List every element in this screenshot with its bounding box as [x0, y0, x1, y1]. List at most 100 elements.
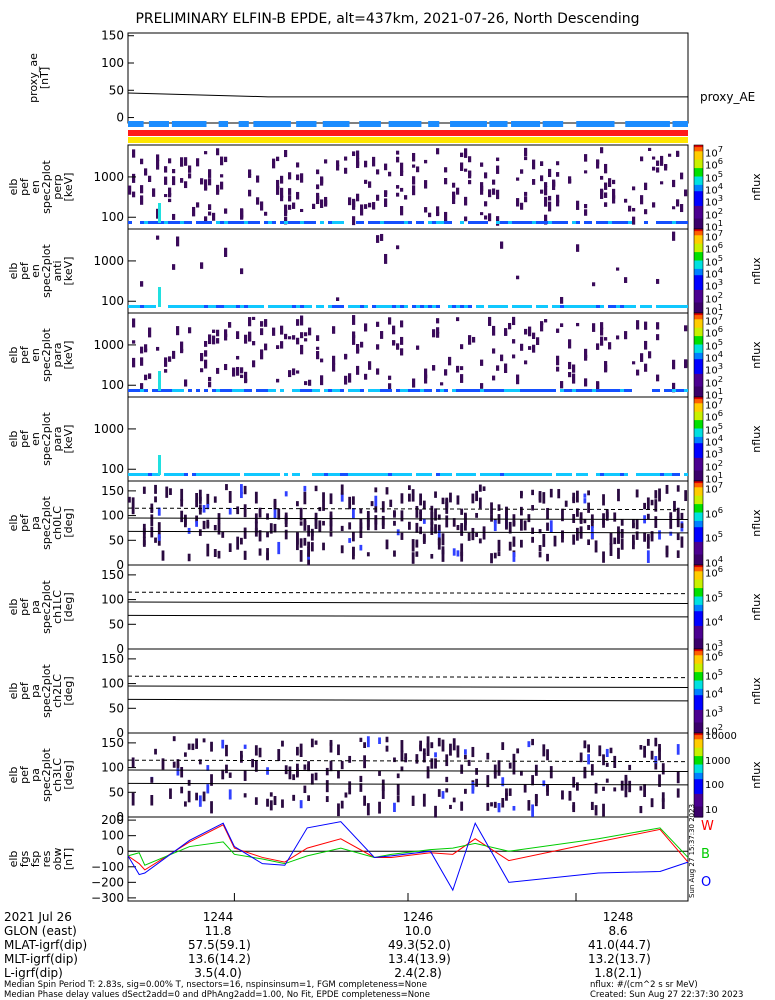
- panels-layer: proxy_ae[nT]elbpefenspec2plotperp[keV]el…: [7, 29, 763, 905]
- ylabel-line: pef: [18, 513, 31, 532]
- ylabel-line: [keV]: [62, 341, 75, 370]
- colorbar-tick-label: 107: [705, 396, 723, 409]
- ylabel-line: en: [29, 348, 42, 362]
- ylabel-line: [keV]: [62, 173, 75, 202]
- bottom-table-value: 13.4(13.9): [388, 952, 451, 966]
- orbit-flag-bar: [128, 130, 688, 136]
- ylabel-line: [deg]: [62, 592, 75, 621]
- ytick-label: −200: [91, 875, 124, 889]
- data-coverage-bar: [171, 121, 207, 127]
- proxy-ae-line: [127, 92, 688, 98]
- ylabel-line: spec2plot: [40, 580, 53, 634]
- bottom-table-value: 2.4(2.8): [394, 966, 442, 980]
- colorbar-tick-label: 106: [705, 505, 723, 518]
- pitch-angle-pixels: [128, 484, 688, 566]
- footer-units: nflux: #/(cm^2 s sr MeV): [590, 980, 698, 990]
- ylabel-line: para: [51, 427, 64, 452]
- spectrogram-pixels: [128, 231, 688, 308]
- ylabel-line: ch0LC: [51, 506, 64, 540]
- colorbar-label: nflux: [750, 761, 763, 789]
- loss-cone-dashed: [127, 759, 689, 763]
- bottom-table-value: 49.3(52.0): [388, 938, 451, 952]
- data-coverage-bar: [388, 121, 422, 127]
- ylabel-line: pef: [18, 597, 31, 616]
- mlt-label: MLT-igrf(dip): [4, 952, 78, 966]
- data-coverage-bar: [148, 121, 169, 127]
- spectrogram-pixels: [128, 147, 688, 226]
- anti-loss-cone-line: [127, 698, 689, 702]
- ytick-label: 1000: [93, 422, 124, 436]
- ylabel-line: en: [29, 432, 42, 446]
- ylabel-line: elb: [7, 515, 20, 532]
- ylabel-line: spec2plot: [40, 496, 53, 550]
- data-coverage-bar: [511, 121, 541, 127]
- loss-cone-line: [127, 685, 689, 689]
- colorbar-tick-label: 102: [705, 722, 723, 735]
- loss-cone-dashed: [127, 591, 689, 595]
- colorbar-tick-label: 105: [705, 589, 723, 602]
- colorbar-tick-label: 107: [705, 144, 723, 157]
- ylabel-line: pa: [29, 768, 42, 782]
- ylabel-line: obw: [51, 848, 64, 871]
- footer-created: Created: Sun Aug 27 22:37:30 2023: [590, 990, 744, 1000]
- ylabel-line: elb: [7, 347, 20, 364]
- footer-phase-info: Median Phase delay values dSect2add=0 an…: [4, 990, 430, 1000]
- loss-cone-line: [127, 517, 689, 521]
- page-title: PRELIMINARY ELFIN-B EPDE, alt=437km, 202…: [135, 11, 640, 27]
- loss-cone-dashed: [127, 675, 689, 679]
- ylabel-line: ch1LC: [51, 590, 64, 624]
- ylabel-line: spec2plot: [40, 412, 53, 466]
- data-coverage-bar: [253, 121, 291, 127]
- colorbar-tick-label: 104: [705, 613, 723, 626]
- colorbar: 107 106 105 104 nflux: [693, 480, 763, 567]
- fgm-series-W: [127, 824, 689, 871]
- panel-frame: [127, 32, 689, 124]
- colorbar-tick-label: 10: [705, 805, 718, 816]
- spectrogram-pixels: [128, 315, 688, 393]
- bottom-table-value: 13.6(14.2): [188, 952, 251, 966]
- ylabel-line: pef: [18, 681, 31, 700]
- ylabel-line: anti: [51, 260, 64, 281]
- bottom-table-value: 1248: [602, 910, 634, 924]
- colorbar-tick-label: 103: [705, 445, 723, 458]
- ylabel-line: en: [29, 264, 42, 278]
- bottom-table-value: 1.8(2.1): [594, 966, 642, 980]
- ytick-label: 50: [109, 83, 124, 97]
- ytick-label: 1000: [93, 338, 124, 352]
- ylabel-line: pef: [18, 261, 31, 280]
- colorbar-tick-label: 104: [705, 433, 723, 446]
- colorbar-tick-label: 105: [705, 667, 723, 680]
- data-coverage-bar: [322, 121, 350, 127]
- ytick-label: 0: [116, 726, 124, 740]
- panel-frame: [127, 648, 689, 734]
- ylabel-line: [nT]: [62, 848, 75, 870]
- ytick-label: −100: [91, 860, 124, 874]
- colorbar-tick-label: 105: [705, 529, 723, 542]
- spectrogram-pixels: [128, 455, 688, 476]
- colorbar-tick-label: 107: [705, 228, 723, 241]
- ytick-label: 50: [109, 617, 124, 631]
- side-timestamp: Sun Aug 27 15:37:30 2023: [688, 804, 696, 898]
- colorbar-tick-label: 1000: [705, 756, 730, 767]
- ylabel-line: spec2plot: [40, 748, 53, 802]
- ytick-label: 0: [116, 111, 124, 125]
- ylabel-line: spec2plot: [40, 244, 53, 298]
- colorbar-tick-label: 101: [705, 218, 723, 231]
- colorbar-tick-label: 103: [705, 638, 723, 651]
- ytick-label: 100: [101, 829, 124, 843]
- ytick-label: 50: [109, 533, 124, 547]
- colorbar-label: nflux: [750, 677, 763, 705]
- ytick-label: 150: [101, 484, 124, 498]
- anti-loss-cone-line: [127, 530, 689, 534]
- bottom-table-value: 11.8: [204, 924, 232, 938]
- panel-frame: [127, 396, 689, 482]
- colorbar-tick-label: 101: [705, 302, 723, 315]
- colorbar-tick-label: 103: [705, 193, 723, 206]
- bottom-table-value: 8.6: [608, 924, 628, 938]
